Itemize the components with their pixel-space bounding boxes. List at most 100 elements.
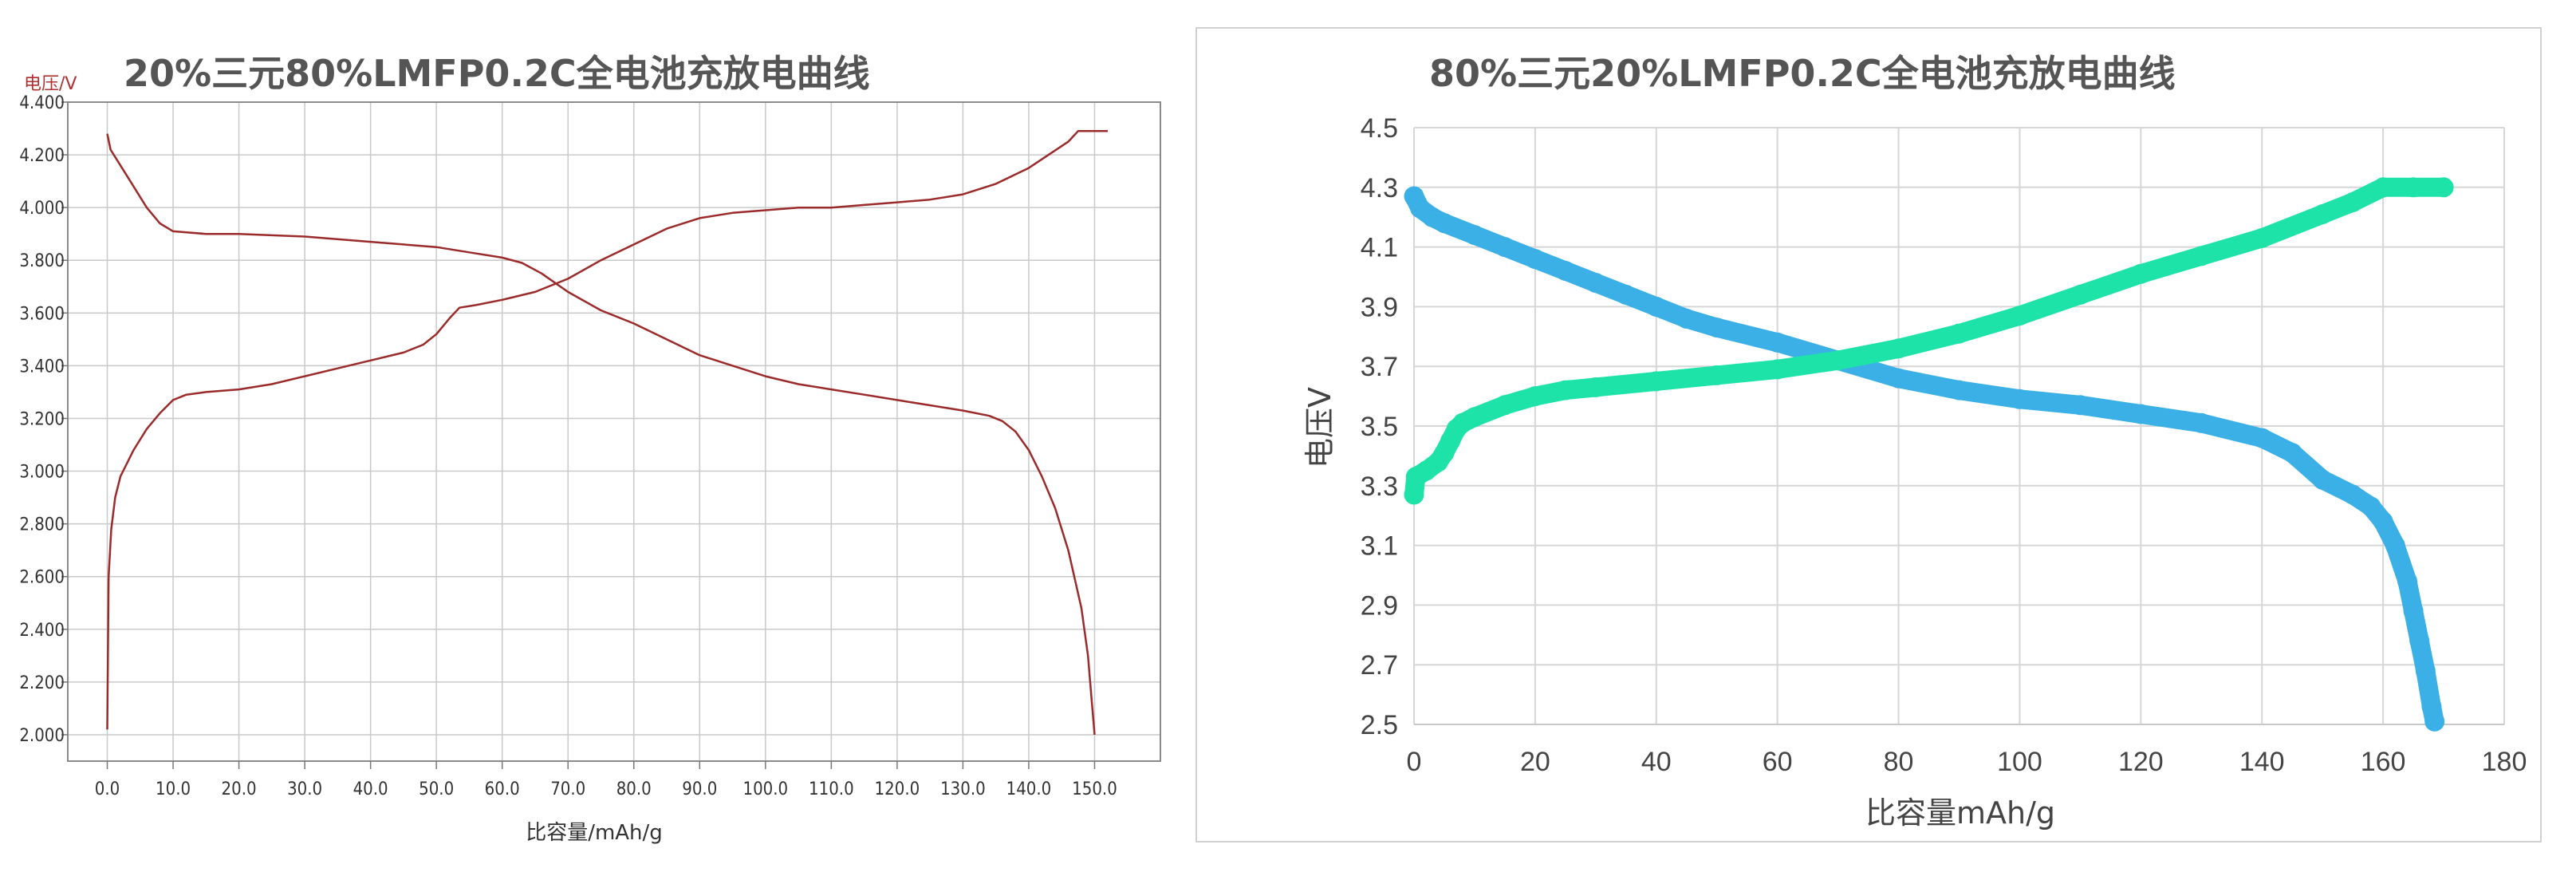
chart1-y-tick-label: 3.200 — [19, 409, 65, 429]
chart2-charge-point — [1949, 323, 1969, 344]
chart2-discharge-point — [1646, 296, 1667, 317]
chart1-x-tick-label: 50.0 — [419, 779, 454, 799]
chart1-x-tick-label: 120.0 — [875, 779, 920, 799]
chart2-charge-point — [2433, 177, 2454, 198]
chart2-charge-point — [2009, 306, 2030, 326]
chart2-discharge-point — [2409, 630, 2430, 651]
chart2-discharge-point — [2424, 711, 2445, 732]
chart1-x-tick-label: 80.0 — [616, 779, 652, 799]
chart2-discharge-point — [1525, 249, 1546, 270]
chart2-x-tick-label: 120 — [2118, 747, 2164, 777]
chart2-discharge-point — [2191, 412, 2212, 433]
chart2-charge-point — [2342, 192, 2363, 212]
chart1-y-tick-label: 3.400 — [19, 357, 65, 377]
chart1-y-ticks: 2.000 2.200 2.400 2.600 2.800 3.000 3.200 3.400… — [19, 93, 68, 746]
chart2-charge-point — [1495, 395, 1515, 416]
chart2-charge-point — [1707, 365, 1727, 385]
chart2-charge-point — [1404, 484, 1424, 505]
chart1-y-axis-label: 电压/V — [24, 74, 77, 94]
chart1-plot-background — [68, 102, 1160, 761]
chart2-discharge-curve — [1404, 187, 2444, 732]
chart2-charge-point — [1525, 386, 1546, 407]
chart2-discharge-point — [2385, 535, 2405, 556]
chart2-discharge-point — [1676, 308, 1697, 329]
chart2-y-tick-label: 4.3 — [1361, 173, 1398, 203]
chart2-y-tick-label: 4.1 — [1361, 233, 1398, 263]
chart1-x-tick-label: 130.0 — [940, 779, 986, 799]
chart2-x-tick-label: 20 — [1520, 747, 1550, 777]
chart2-x-tick-label: 60 — [1763, 747, 1793, 777]
chart2-discharge-point — [2009, 389, 2030, 409]
chart1-y-tick-label: 2.800 — [19, 515, 65, 535]
chart1-x-tick-label: 10.0 — [156, 779, 191, 799]
chart2-x-tick-label: 140 — [2239, 747, 2285, 777]
chart2-charge-point — [2312, 204, 2333, 224]
chart1-x-tick-label: 20.0 — [222, 779, 257, 799]
chart2-discharge-point — [1585, 273, 1606, 293]
chart2-discharge-point — [1707, 318, 1727, 338]
chart2-series — [1404, 177, 2454, 732]
chart2-discharge-point — [2397, 571, 2417, 591]
chart1-x-tick-label: 140.0 — [1006, 779, 1052, 799]
chart-left: 0.0 10.0 20.0 30.0 40.0 50.0 60.0 70.0 80.0 90.0 1… — [19, 52, 1161, 845]
chart2-discharge-point — [2130, 404, 2151, 424]
chart2-x-tick-label: 100 — [1997, 747, 2042, 777]
chart2-x-tick-label: 80 — [1884, 747, 1914, 777]
chart2-y-tick-label: 2.9 — [1361, 590, 1398, 621]
chart2-grid — [1413, 127, 2505, 725]
chart2-discharge-point — [1616, 284, 1637, 305]
chart2-discharge-point — [2282, 443, 2302, 464]
chart1-x-tick-label: 40.0 — [353, 779, 388, 799]
chart2-charge-point — [2070, 284, 2090, 305]
chart2-discharge-point — [2403, 601, 2424, 621]
chart2-discharge-point — [2070, 395, 2090, 416]
chart1-x-ticks: 0.0 10.0 20.0 30.0 40.0 50.0 60.0 70.0 80.0 90.0 1… — [95, 761, 1117, 799]
chart2-charge-point — [2130, 263, 2151, 284]
chart1-series — [106, 130, 1108, 736]
chart1-x-tick-label: 150.0 — [1072, 779, 1117, 799]
chart2-charge-point — [1585, 377, 1606, 397]
chart2-discharge-point — [1767, 332, 1788, 353]
chart2-y-tick-label: 3.5 — [1361, 412, 1398, 442]
chart2-charge-point — [2373, 177, 2393, 198]
chart2-charge-point — [1464, 407, 1485, 428]
chart2-charge-point — [1889, 338, 1909, 359]
chart2-y-tick-label: 2.7 — [1361, 650, 1398, 681]
chart2-y-tick-label: 3.3 — [1361, 472, 1398, 502]
chart1-x-tick-label: 110.0 — [809, 779, 854, 799]
chart1-y-tick-label: 2.400 — [19, 621, 65, 641]
chart2-y-tick-label: 3.1 — [1361, 531, 1398, 562]
chart2-discharge-point — [1889, 368, 1909, 389]
chart2-y-tick-label: 3.9 — [1361, 292, 1398, 322]
chart2-x-tick-label: 0 — [1407, 747, 1422, 777]
chart1-y-tick-label: 4.400 — [19, 93, 65, 113]
chart-right: 0 20 40 60 80 100 120 140 160 180 2.5 2.7 2.9 3.1 3.3… — [1195, 27, 2542, 842]
chart1-x-tick-label: 0.0 — [95, 779, 120, 799]
chart1-x-axis-label: 比容量/mAh/g — [526, 821, 663, 845]
chart1-y-tick-label: 2.600 — [19, 568, 65, 588]
chart2-discharge-point — [1434, 213, 1455, 234]
chart1-plot-border — [67, 101, 1161, 762]
chart1-y-tick-label: 4.000 — [19, 199, 65, 219]
chart2-charge-point — [1555, 380, 1576, 401]
chart2-discharge-point — [1555, 261, 1576, 281]
chart1-x-tick-label: 30.0 — [287, 779, 322, 799]
chart1-y-tick-label: 3.600 — [19, 304, 65, 324]
chart2-x-axis-label: 比容量mAh/g — [1865, 795, 2055, 831]
chart1-y-tick-label: 4.200 — [19, 146, 65, 166]
chart1-x-tick-label: 60.0 — [485, 779, 520, 799]
chart2-x-tick-label: 180 — [2482, 747, 2527, 777]
chart2-discharge-point — [1495, 237, 1515, 258]
chart2-discharge-point — [1464, 225, 1485, 246]
chart1-y-tick-label: 2.200 — [19, 673, 65, 693]
chart2-charge-point — [1828, 350, 1849, 371]
chart2-y-tick-label: 4.5 — [1361, 113, 1398, 144]
chart1-y-tick-label: 2.000 — [19, 726, 65, 746]
chart2-charge-point — [2251, 227, 2272, 248]
chart2-charge-point — [1646, 371, 1667, 392]
chart2-y-tick-label: 2.5 — [1361, 710, 1398, 740]
chart2-discharge-point — [2415, 661, 2436, 681]
chart1-title: 20%三元80%LMFP0.2C全电池充放电曲线 — [124, 52, 870, 95]
chart2-discharge-point — [2312, 469, 2333, 490]
